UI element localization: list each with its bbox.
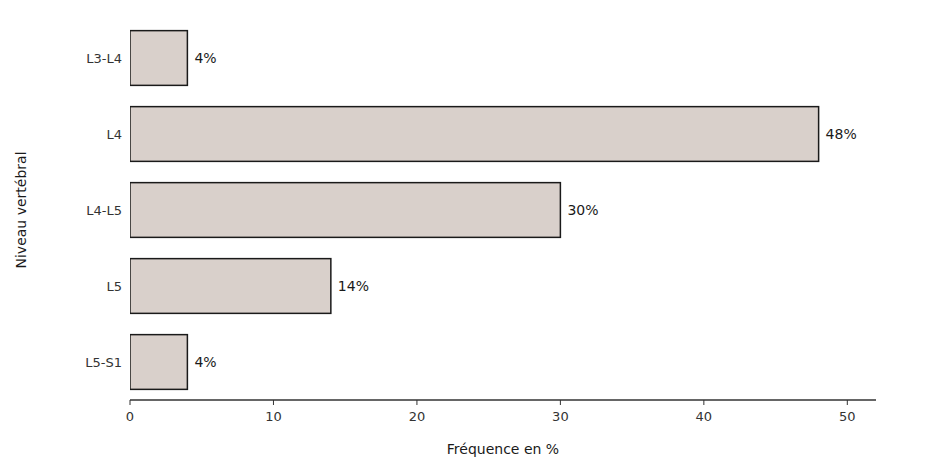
bar <box>130 183 560 238</box>
tick-mark <box>703 400 704 405</box>
tick-mark <box>130 400 131 405</box>
tick-mark <box>560 400 561 405</box>
tick-mark <box>416 400 417 405</box>
bar <box>130 31 187 86</box>
category-label: L3-L4 <box>86 51 122 66</box>
tick-label: 30 <box>552 409 569 424</box>
data-label: 4% <box>194 354 216 370</box>
data-label: 30% <box>567 202 598 218</box>
tick-label: 10 <box>265 409 282 424</box>
category-label: L4-L5 <box>86 203 122 218</box>
background <box>0 0 936 472</box>
bar <box>130 259 331 314</box>
chart-svg: 4% 48% 30% 14% 4% 0 10 20 30 40 50 L3-L4 L4 L4-L5 L5 L5… <box>0 0 936 472</box>
data-label: 4% <box>194 50 216 66</box>
bar <box>130 107 819 162</box>
category-label: L5-S1 <box>85 355 122 370</box>
x-axis-label: Fréquence en % <box>447 441 559 457</box>
chart-container: 4% 48% 30% 14% 4% 0 10 20 30 40 50 L3-L4 L4 L4-L5 L5 L5… <box>0 0 936 472</box>
axis-line <box>130 399 876 401</box>
tick-mark <box>273 400 274 405</box>
value-axis: 0 10 20 30 40 50 <box>126 400 876 424</box>
category-axis: L3-L4 L4 L4-L5 L5 L5-S1 <box>85 51 122 370</box>
data-label: 14% <box>338 278 369 294</box>
tick-label: 0 <box>126 409 134 424</box>
bars <box>130 31 819 390</box>
tick-label: 20 <box>409 409 426 424</box>
data-label: 48% <box>826 126 857 142</box>
category-label: L4 <box>106 127 122 142</box>
tick-label: 40 <box>696 409 713 424</box>
category-label: L5 <box>106 279 122 294</box>
bar <box>130 335 187 390</box>
y-axis-label: Niveau vertébral <box>13 151 29 268</box>
tick-mark <box>847 400 848 405</box>
tick-label: 50 <box>839 409 856 424</box>
